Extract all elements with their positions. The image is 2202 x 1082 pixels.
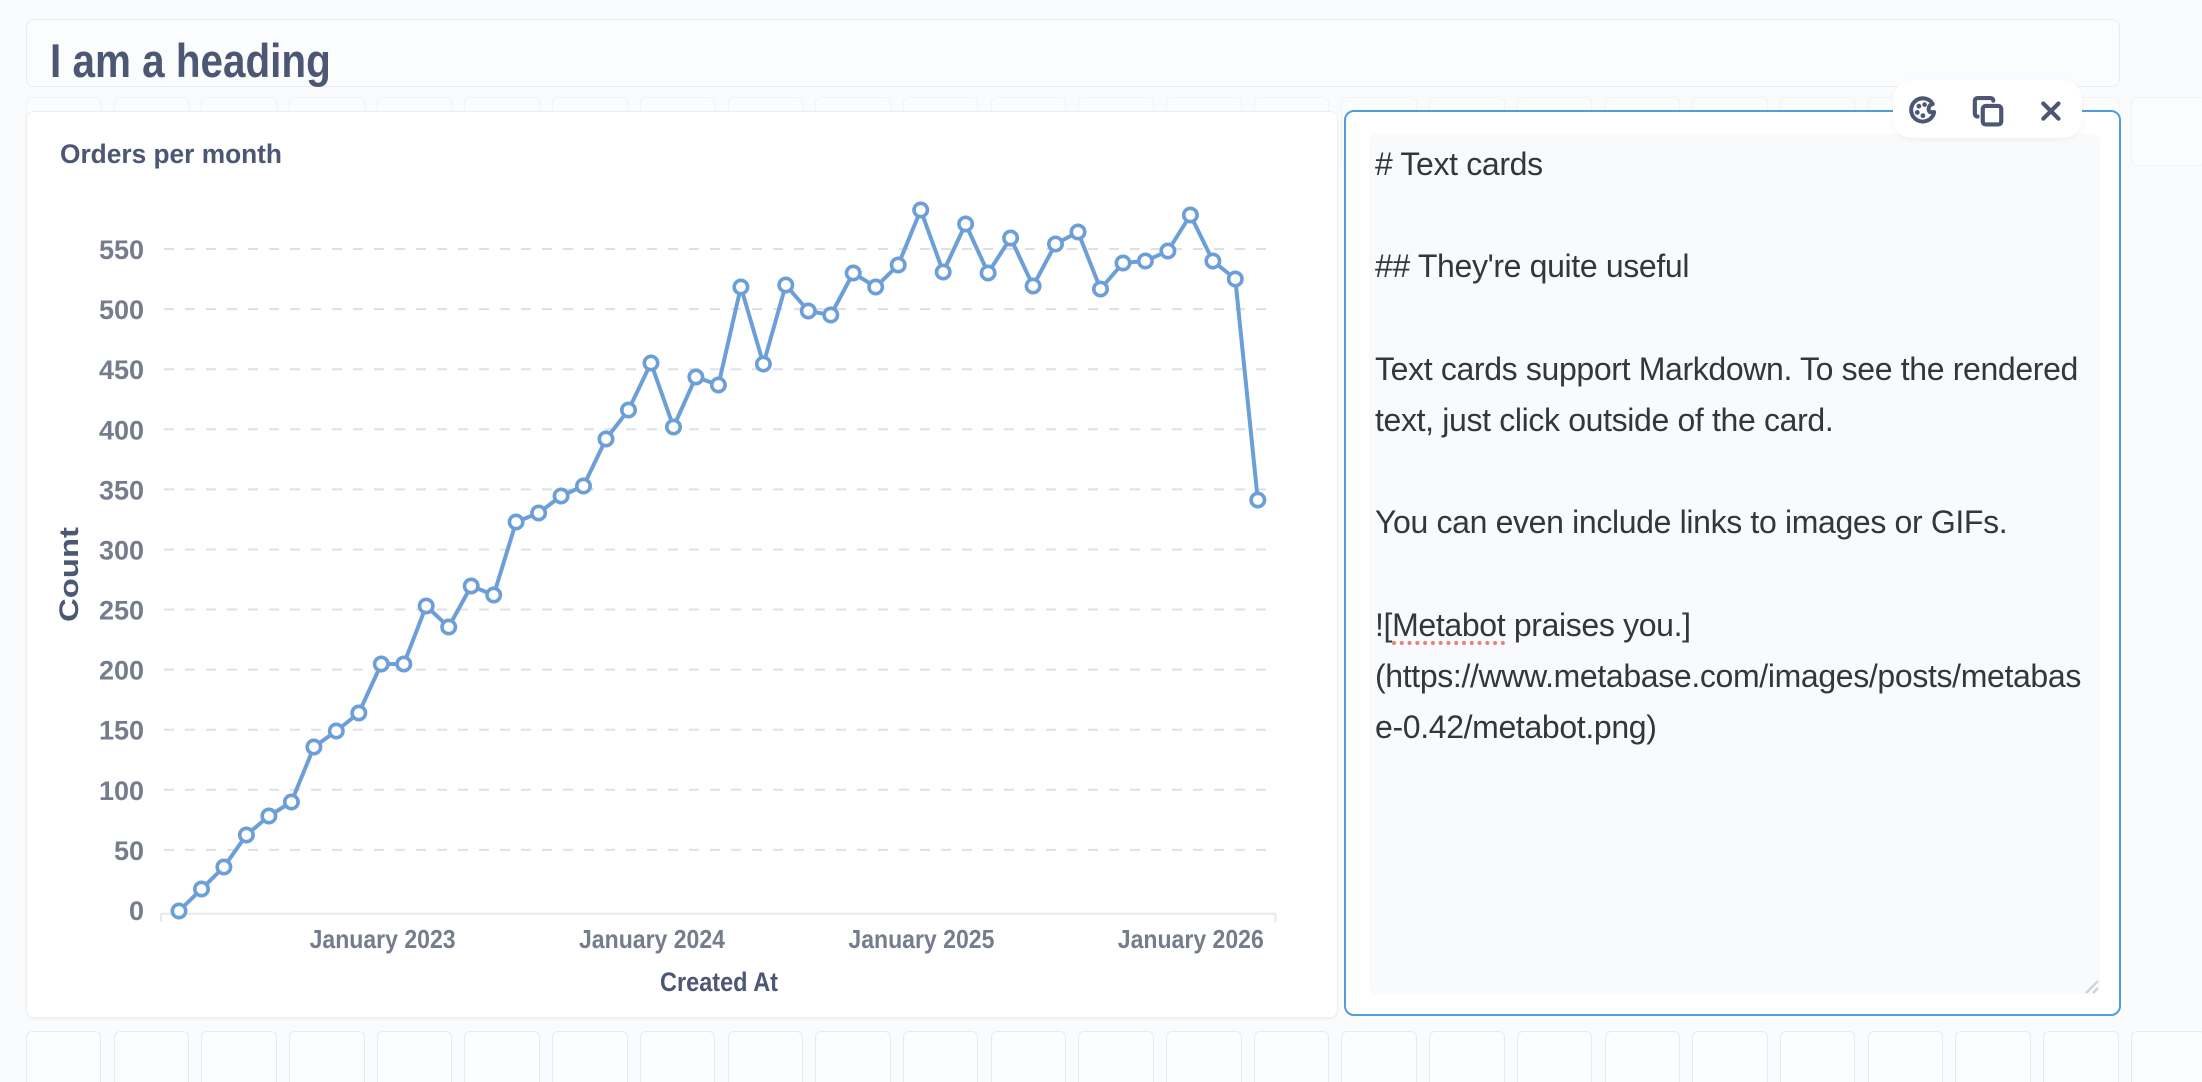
svg-text:January 2023: January 2023 [310,924,456,954]
svg-text:January 2024: January 2024 [579,924,725,954]
svg-text:150: 150 [99,716,144,746]
svg-text:450: 450 [99,355,144,385]
svg-text:Orders per month: Orders per month [60,139,282,169]
svg-text:550: 550 [99,235,144,265]
svg-text:300: 300 [99,536,144,566]
svg-text:250: 250 [99,596,144,626]
svg-text:January 2025: January 2025 [848,924,994,954]
svg-text:350: 350 [99,475,144,505]
svg-text:500: 500 [99,295,144,325]
svg-text:Count: Count [54,527,84,622]
svg-text:200: 200 [99,656,144,686]
svg-text:50: 50 [114,836,144,866]
svg-text:100: 100 [99,776,144,806]
svg-text:January 2026: January 2026 [1118,924,1264,954]
svg-text:0: 0 [129,896,144,926]
svg-text:400: 400 [99,415,144,445]
svg-text:Created At: Created At [660,967,778,997]
